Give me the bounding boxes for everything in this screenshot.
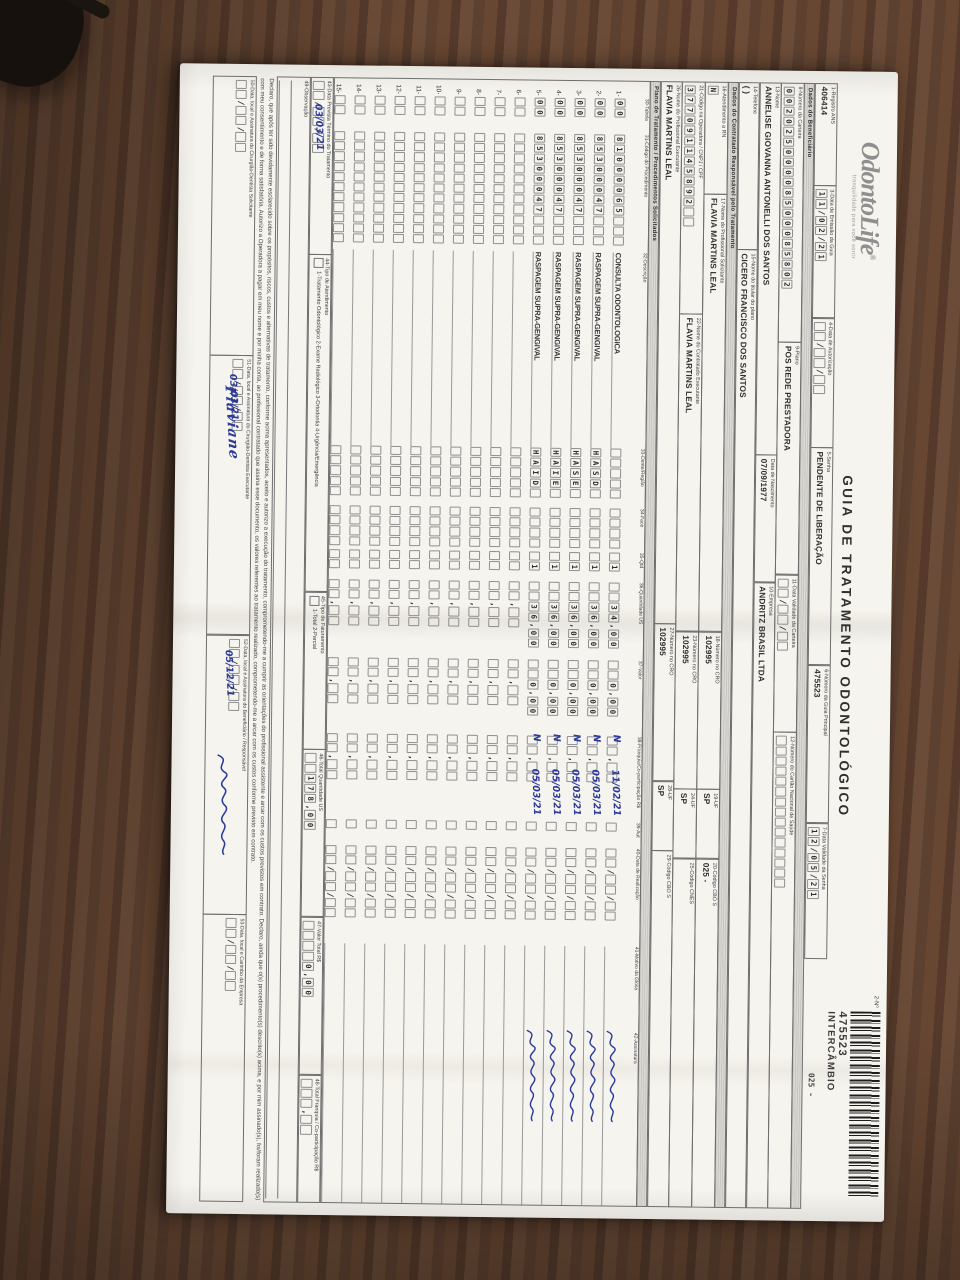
dark-cable-object: [0, 0, 98, 101]
procedures-table: 30-Tabela 31-Código do Procedimento 32-D…: [319, 77, 651, 1207]
sign-box-carimbo-empresa: 53-Data, local e Carimbo da Empresa //: [199, 914, 247, 1203]
field-cnes: 25-Código CNES: [668, 858, 696, 1208]
col-face: 34-Face: [638, 508, 645, 528]
field-data-prevista: 43-Data Prevista Término do Tratamento//…: [308, 76, 335, 255]
field-numero-carteira: 8-Número da Carteira 00202500008500085802: [777, 82, 805, 343]
field-registro-ans: 1-Registro ANS 406414: [813, 82, 839, 186]
col-tabela: 30-Tabela: [643, 98, 650, 121]
stamp-025: 025 -: [806, 1072, 816, 1098]
col-franquia: 38-Franquia/Co-participação R$: [634, 736, 642, 809]
field-data-emissao: 3-Data de Emissão da Guia 11/02/21: [811, 185, 837, 319]
col-aut: 39-Aut: [634, 822, 641, 838]
col-descricao: 32-Descrição: [641, 252, 648, 283]
field-telefone: 14-Telefone( ): [736, 81, 761, 250]
sign-box-executante: 51-Data, local e Assinatura do Cirurgião…: [205, 354, 254, 636]
col-data-realizacao: 40-Data de Realização: [633, 848, 641, 900]
field-cro-solicitante: 18-Número no CRO 102995: [696, 631, 722, 790]
checkbox-icon: [313, 258, 324, 269]
field-uf-contratado: 24-UF SP: [672, 788, 697, 860]
sign-box-solicitante: 50-Data, local e Assinatura do Cirurgião…: [209, 75, 257, 356]
field-guia-principal: 6-Número da Guia Principal 475523: [805, 664, 832, 824]
field-cro-executante: 27-Número no CRO 102995: [652, 623, 676, 782]
gto-form: OdontoLife® tranquilidade para você sorr…: [170, 75, 894, 1210]
field-plano: 9-Plano POS REDE PRESTADORA: [775, 341, 802, 576]
col-valor: 37-Valor: [636, 660, 643, 680]
checkbox-icon: [309, 595, 320, 606]
field-validade-carteira: 11-Data Validade da Carteira//: [773, 574, 799, 733]
logo-wordmark: OdontoLife®: [854, 141, 886, 260]
col-codigo: 31-Código do Procedimento: [642, 134, 650, 198]
filled-rows: 1- 00 81000065 CONSULTA ODONTOLOGICA 1 3…: [320, 78, 635, 1206]
field-valor-total: 47-Valor Total R$ 0,00: [298, 916, 324, 1076]
col-motivo-glosa: 41-Motivo da Glosa: [632, 946, 640, 991]
guia-number-label: 2-Nº: [872, 995, 879, 1008]
field-cbo-solicitante: 20-Código CBO S 025 -: [691, 858, 720, 1208]
guia-number-value: 475523: [835, 1011, 849, 1058]
field-contratado-executante: 22-Nome do Contratado Executante FLAVIA M…: [675, 313, 703, 632]
field-tipo-atendimento: 44-Tipo de Atendimento 1-Tratamento Odont…: [304, 254, 332, 593]
col-dente: 33-Dente/Região: [638, 448, 646, 487]
field-total-us: 46-Total Quantidade US 178,00: [300, 749, 326, 918]
field-uf-solicitante: 19-UF SP: [695, 789, 720, 860]
barcode-icon: [848, 1011, 881, 1198]
registered-mark-icon: ®: [868, 254, 878, 260]
paper-form: OdontoLife® tranquilidade para você sorr…: [166, 63, 898, 1222]
field-validade-senha: 7-Data Validade da Senha 12/05/21: [804, 822, 830, 959]
field-tipo-faturamento: 45-Tipo de Faturamento 1-Total 2-Parcial: [302, 591, 328, 750]
guia-number-block: 2-Nº 475523 INTERCÂMBIO: [823, 996, 881, 1208]
col-assinatura: 42-Assinatura: [631, 1032, 639, 1064]
field-uf-executante: 28-UF SP: [651, 780, 674, 852]
field-atendimento-rn: 16-Atendimento a RN N: [703, 81, 729, 195]
field-senha: 5-Senha PENDENTE DE LIBERAÇÃO: [807, 447, 834, 666]
field-codigo-operadora: 21-Código na Operadora / CNPJ / CPF 37709…: [679, 80, 706, 315]
field-data-nascimento: Data de Nascimento 07/09/1977: [753, 454, 777, 583]
sign-box-beneficiario: 52-Data, local e Assinatura do Beneficiá…: [202, 634, 250, 915]
field-cro-contratado: 23-Número no CRO 102995: [673, 631, 699, 790]
field-cbo-executante: 29-Código CBO S: [647, 850, 673, 1208]
col-us: 36-Quantidade US: [637, 582, 644, 625]
field-data-autorizacao: 4-Data de Autorização//: [810, 317, 836, 449]
field-total-franquia: 48-Total Franquia / Co-participação R$,: [296, 1074, 322, 1204]
col-qtd: 35-Qtd: [637, 552, 644, 569]
